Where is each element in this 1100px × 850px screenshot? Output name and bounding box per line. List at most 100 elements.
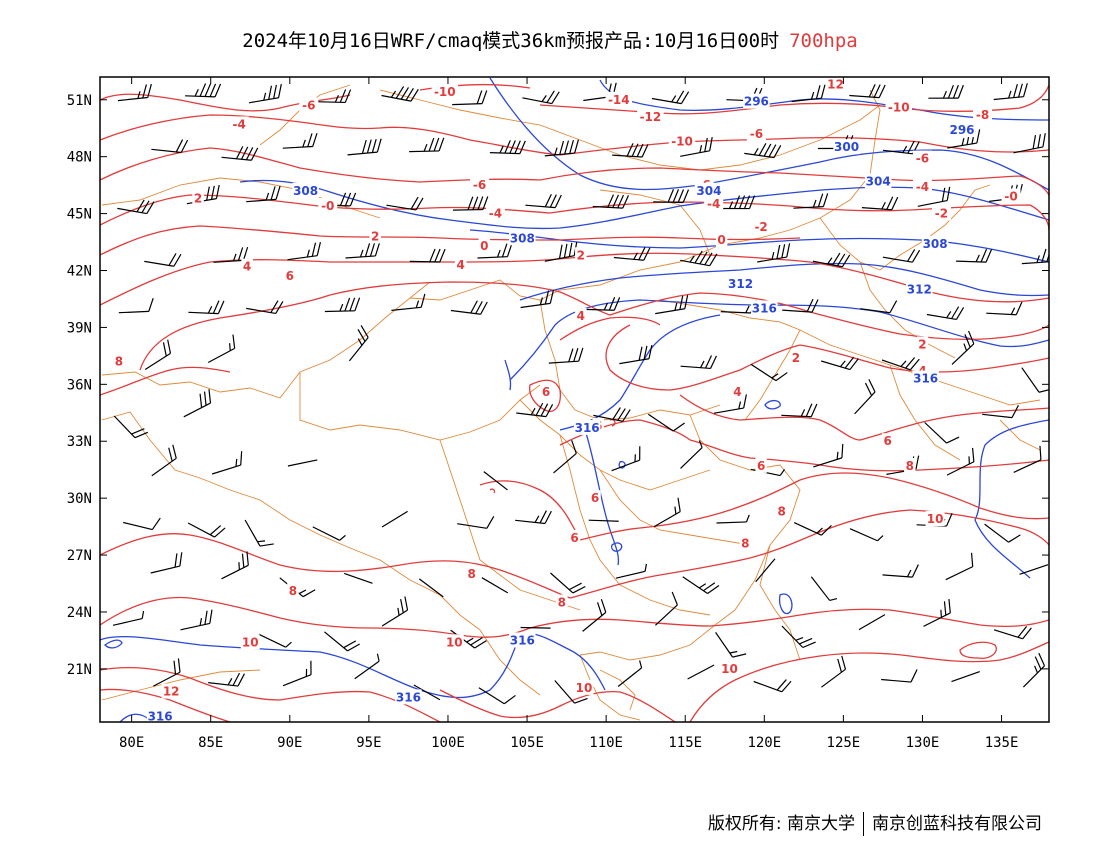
geopotential-label-bg [743,93,770,109]
temperature-label-bg [885,99,912,115]
temperature-label-bg [556,594,568,610]
wind-barb [719,195,756,210]
temperature-label: -4 [233,117,246,131]
wind-barb [858,614,886,631]
wind-barb [849,84,886,99]
temperature-label-bg [485,205,505,221]
wind-barb [452,196,489,211]
temperature-label: 4 [243,260,251,274]
geopotential-label: 316 [913,372,938,386]
wind-barb [113,415,149,439]
geopotential-label: 312 [728,277,753,291]
temperature-label-bg [444,634,464,650]
wind-barb [117,199,155,215]
wind-barb [386,196,424,211]
wind-barb [793,193,829,209]
wind-barb [409,137,445,153]
temperature-label-bg [465,566,478,582]
temperature-label-bg [568,529,581,545]
geopotential-label-bg [292,182,319,198]
map-title-main: 2024年10月16日WRF/cmaq模式36km预报产品:10月16日00时 [242,30,780,52]
wind-barb [810,576,838,602]
temperature-label: 0 [717,233,725,247]
wind-barb [647,413,685,432]
wind-barb [713,394,747,414]
map-title: 2024年10月16日WRF/cmaq模式36km预报产品:10月16日00时 7… [0,26,1100,53]
lat-tick-label: 42N [67,264,92,280]
temperature-label: 6 [286,269,294,283]
wind-barb [246,300,284,315]
temperature-label-bg [925,511,945,527]
wind-barb [452,90,488,106]
temperature-label-bg [287,583,299,599]
wind-barb [244,519,274,547]
temperature-label: 6 [570,531,578,545]
copyright-owner: 版权所有: 南京大学 [707,814,855,834]
wind-barb [882,564,919,578]
wind-barb [744,142,782,159]
wind-barb [793,522,832,536]
lat-tick-label: 21N [67,662,92,678]
wind-barb [185,83,222,98]
wind-barb [520,626,551,629]
lon-tick-label: 110E [589,735,623,751]
geopotential-label: 300 [834,140,859,154]
wind-barb [821,356,859,371]
wind-barb [282,660,312,687]
temperature-label-bg [751,218,771,234]
temperature-label: 8 [468,567,476,581]
temperature-label: 4 [456,258,464,272]
wind-barb [821,655,847,688]
wind-barb [153,658,181,687]
temperature-label-bg [589,490,601,506]
geopotential-label-bg [727,275,754,291]
temperature-label-bg [161,683,181,699]
wind-barb [592,194,629,209]
wind-barb [928,84,964,99]
lon-tick-label: 120E [747,735,781,751]
geopotential-label-bg [948,122,976,138]
temperature-label-bg [241,258,253,274]
wind-barb [860,300,898,314]
wind-barb [682,576,720,594]
lon-tick-label: 90E [277,735,302,751]
wind-barb [750,363,788,382]
wind-barb [655,294,689,315]
wind-barb [882,249,921,263]
wind-barb [221,146,259,161]
wind-barb [151,139,189,154]
wind-barb [418,578,444,598]
wind-barb [391,293,426,311]
wind-barb [211,451,243,475]
lon-tick-label: 135E [985,735,1019,751]
temperature-label: 10 [576,681,593,695]
wind-barb [1013,445,1042,473]
wind-barb [680,355,718,370]
wind-barb [381,596,409,627]
wind-barb [615,563,648,579]
wind-barb [924,422,960,444]
wind-barb [680,136,713,157]
temperature-label-bg [574,679,594,695]
wind-barb [381,510,408,528]
temperature-label-bg [431,84,459,100]
geopotential-label-bg [395,689,422,705]
temperature-label: -6 [750,127,763,141]
geopotential-label: 316 [575,421,600,435]
wind-barb [951,670,980,683]
wind-barb [324,297,361,313]
wind-barb [812,252,851,268]
geopotential-label-bg [906,281,933,297]
wind-barb [553,440,577,474]
wind-barb [118,297,154,314]
wind-barb [478,687,516,705]
latitude-axis: 21N 24N 27N 30N 33N 36N 39N 42N 45N 48N 51N [67,93,1049,678]
wind-barb [112,610,145,626]
wind-barb [183,389,212,418]
wind-barb [522,90,560,105]
wind-barb [781,403,818,418]
temperature-label: -0 [321,199,334,213]
wind-barb [144,253,182,267]
wind-barb [849,528,884,542]
